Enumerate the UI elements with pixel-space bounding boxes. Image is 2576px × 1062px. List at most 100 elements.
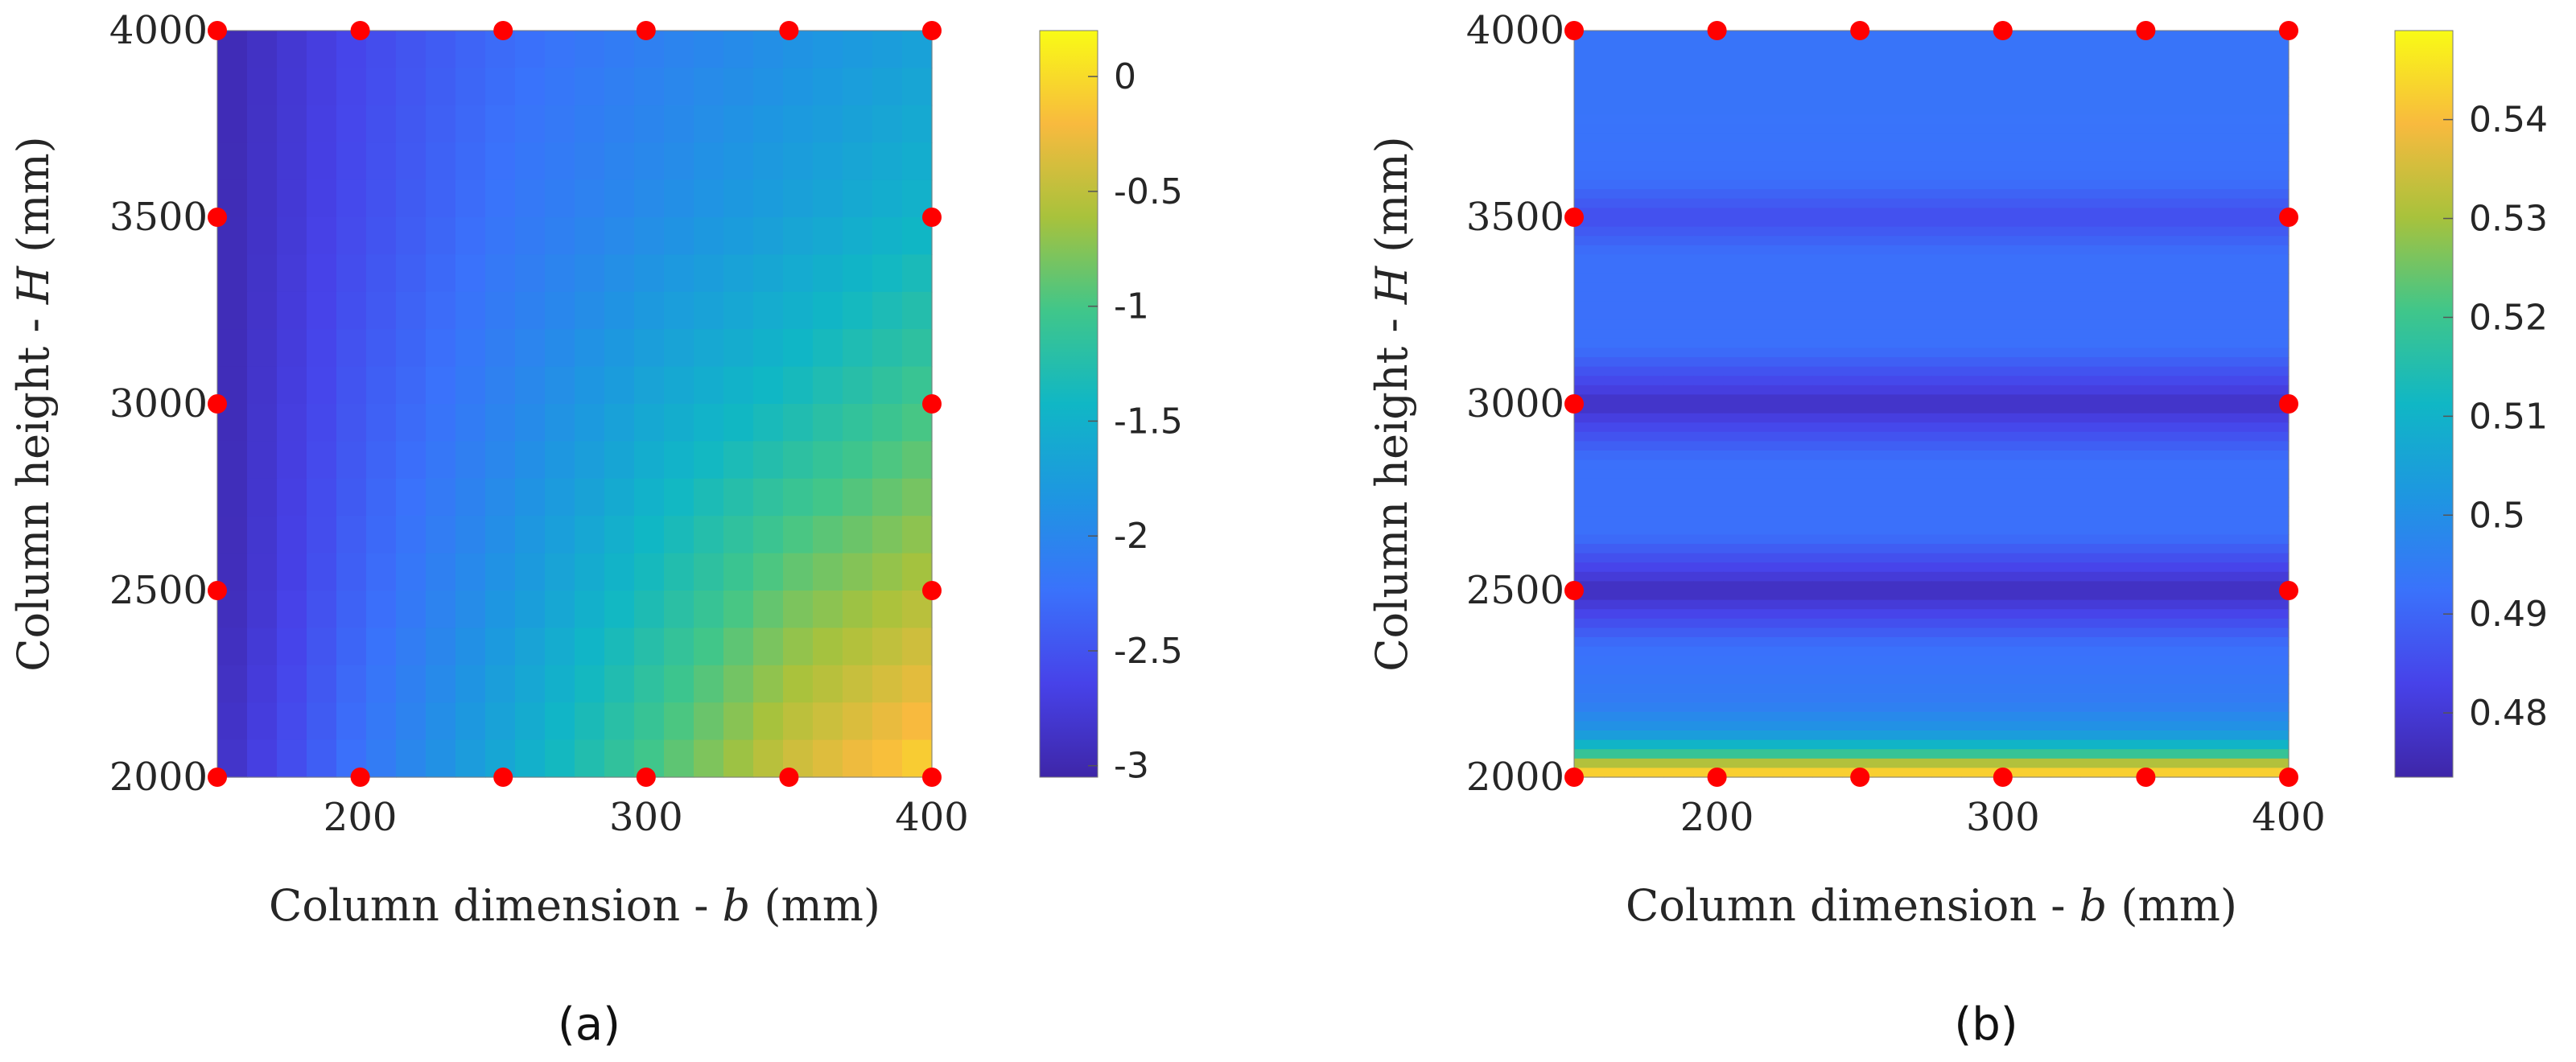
heatmap-cell-b xyxy=(1753,385,1783,395)
heatmap-cell-b xyxy=(1961,469,1992,480)
heatmap-cell-a xyxy=(664,142,694,181)
heatmap-cell-b xyxy=(1931,301,1962,311)
heatmap-cell-b xyxy=(1872,189,1902,200)
heatmap-cell-b xyxy=(1604,357,1634,368)
heatmap-cell-a xyxy=(604,591,635,628)
heatmap-cell-b xyxy=(1872,702,1902,713)
heatmap-cell-b xyxy=(1753,217,1783,228)
heatmap-cell-b xyxy=(1931,217,1962,228)
heatmap-cell-b xyxy=(1574,77,1605,88)
heatmap-cell-b xyxy=(1753,114,1783,125)
heatmap-cell-b xyxy=(1693,693,1724,703)
heatmap-cell-b xyxy=(2259,637,2290,648)
heatmap-cell-b xyxy=(1812,385,1843,395)
heatmap-cell-b xyxy=(1931,618,1962,628)
heatmap-cell-b xyxy=(1634,609,1664,620)
heatmap-cell-b xyxy=(1723,431,1754,442)
colorbar-tick-label: 0.49 xyxy=(2469,594,2548,635)
heatmap-cell-b xyxy=(1604,282,1634,293)
heatmap-cell-b xyxy=(1931,273,1962,283)
heatmap-cell-b xyxy=(2199,208,2230,218)
colorbar-tick-label: 0.53 xyxy=(2469,199,2548,240)
heatmap-cell-b xyxy=(1604,451,1634,461)
heatmap-cell-b xyxy=(2080,431,2111,442)
colorbar-tick-label: 0.51 xyxy=(2469,396,2548,437)
heatmap-cell-a xyxy=(694,179,724,218)
heatmap-cell-b xyxy=(2259,749,2290,759)
heatmap-cell-b xyxy=(2199,478,2230,488)
heatmap-cell-b xyxy=(2140,459,2170,470)
heatmap-cell-b xyxy=(2259,291,2290,302)
heatmap-cell-b xyxy=(1783,151,1813,162)
heatmap-cell-b xyxy=(1574,441,1605,451)
heatmap-cell-b xyxy=(1902,693,1932,703)
heatmap-cell-b xyxy=(2170,198,2200,208)
heatmap-cell-b xyxy=(2199,161,2230,171)
heatmap-cell-b xyxy=(1574,236,1605,246)
heatmap-cell-b xyxy=(2259,758,2290,768)
heatmap-cell-b xyxy=(1574,376,1605,386)
heatmap-cell-b xyxy=(1753,124,1783,134)
heatmap-cell-b xyxy=(1753,459,1783,470)
heatmap-cell-a xyxy=(902,142,933,181)
heatmap-cell-a xyxy=(336,516,367,554)
heatmap-cell-b xyxy=(1991,646,2022,657)
heatmap-cell-a xyxy=(872,31,903,68)
heatmap-cell-b xyxy=(1902,114,1932,125)
heatmap-cell-b xyxy=(2080,562,2111,573)
heatmap-cell-a xyxy=(307,217,337,255)
heatmap-cell-b xyxy=(1812,628,1843,638)
heatmap-cell-b xyxy=(1842,413,1873,423)
heatmap-cell-b xyxy=(1872,684,1902,694)
heatmap-cell-a xyxy=(783,516,814,554)
heatmap-cell-b xyxy=(1961,311,1992,321)
heatmap-cell-b xyxy=(2170,544,2200,554)
heatmap-cell-b xyxy=(1902,497,1932,508)
heatmap-cell-b xyxy=(1574,711,1605,722)
sample-point xyxy=(636,21,656,40)
heatmap-cell-b xyxy=(1931,357,1962,368)
heatmap-cell-b xyxy=(2080,553,2111,563)
heatmap-cell-b xyxy=(1783,105,1813,115)
heatmap-cell-b xyxy=(2080,516,2111,526)
heatmap-cell-a xyxy=(217,142,248,181)
heatmap-cell-b xyxy=(1872,478,1902,488)
heatmap-cell-b xyxy=(1753,264,1783,274)
heatmap-cell-a xyxy=(783,441,814,480)
heatmap-cell-a xyxy=(902,291,933,330)
heatmap-cell-b xyxy=(2199,366,2230,377)
heatmap-cell-b xyxy=(2199,376,2230,386)
heatmap-cell-b xyxy=(1842,254,1873,265)
heatmap-cell-b xyxy=(1783,599,1813,610)
heatmap-cell-b xyxy=(2140,273,2170,283)
heatmap-cell-b xyxy=(1991,329,2022,340)
heatmap-cell-b xyxy=(1961,581,1992,591)
heatmap-cell-b xyxy=(2170,208,2200,218)
heatmap-cell-b xyxy=(1991,366,2022,377)
heatmap-cell-b xyxy=(1753,105,1783,115)
heatmap-cell-b xyxy=(1783,637,1813,648)
heatmap-cell-b xyxy=(2170,77,2200,88)
heatmap-cell-b xyxy=(1663,376,1694,386)
heatmap-cell-b xyxy=(2229,133,2260,143)
heatmap-cell-b xyxy=(1931,376,1962,386)
heatmap-cell-a xyxy=(485,665,516,703)
heatmap-cell-b xyxy=(1961,39,1992,50)
heatmap-cell-a xyxy=(694,628,724,666)
y-tick-label: 3000 xyxy=(109,381,208,426)
heatmap-cell-b xyxy=(1961,646,1992,657)
sample-point xyxy=(922,21,942,40)
heatmap-cell-b xyxy=(1902,637,1932,648)
heatmap-cell-b xyxy=(1783,441,1813,451)
heatmap-cell-b xyxy=(1604,394,1634,405)
heatmap-cell-b xyxy=(2229,291,2260,302)
sample-point xyxy=(1993,768,2013,787)
heatmap-cell-b xyxy=(2259,282,2290,293)
heatmap-cell-b xyxy=(1812,58,1843,68)
heatmap-cell-b xyxy=(1902,441,1932,451)
heatmap-cell-b xyxy=(1783,478,1813,488)
heatmap-cell-b xyxy=(2140,451,2170,461)
heatmap-cell-b xyxy=(2021,273,2051,283)
heatmap-cell-a xyxy=(872,628,903,666)
heatmap-cell-b xyxy=(1604,665,1634,675)
